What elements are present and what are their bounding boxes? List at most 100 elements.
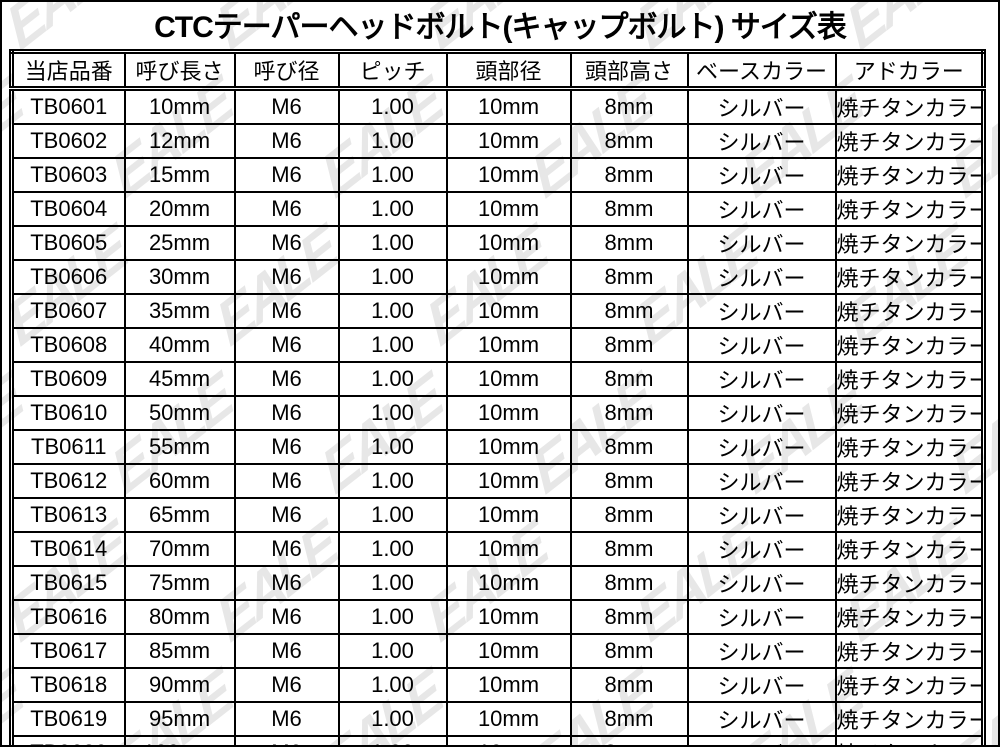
table-cell: TB0612	[10, 463, 126, 499]
header-row: 当店品番 呼び長さ 呼び径 ピッチ 頭部径 頭部高さ ベースカラー アドカラー	[10, 50, 985, 91]
table-cell: 40mm	[123, 327, 236, 363]
table-row: TB0602 12mm M6 1.00 10mm 8mm シルバー 焼チタンカラー	[10, 123, 985, 159]
table-cell: 8mm	[569, 633, 689, 669]
table-cell: TB0619	[10, 701, 126, 737]
table-cell: 10mm	[445, 395, 572, 431]
table-cell: 1.00	[337, 293, 448, 329]
table-cell: M6	[233, 701, 340, 737]
column-header-head-height: 頭部高さ	[569, 50, 689, 91]
table-cell: 10mm	[445, 565, 572, 601]
column-header-nominal-diameter: 呼び径	[233, 50, 340, 91]
table-cell: M6	[233, 667, 340, 703]
table-row: TB0617 85mm M6 1.00 10mm 8mm シルバー 焼チタンカラー	[10, 633, 985, 669]
table-cell: 8mm	[569, 531, 689, 567]
table-cell: シルバー	[686, 599, 837, 635]
table-cell: 1.00	[337, 531, 448, 567]
table-cell: M6	[233, 327, 340, 363]
table-cell: TB0609	[10, 361, 126, 397]
table-cell: 10mm	[445, 191, 572, 227]
table-cell: 8mm	[569, 565, 689, 601]
table-cell: 10mm	[445, 361, 572, 397]
table-cell: TB0617	[10, 633, 126, 669]
table-row: TB0607 35mm M6 1.00 10mm 8mm シルバー 焼チタンカラー	[10, 293, 985, 329]
table-row: TB0613 65mm M6 1.00 10mm 8mm シルバー 焼チタンカラー	[10, 497, 985, 533]
table-row: TB0610 50mm M6 1.00 10mm 8mm シルバー 焼チタンカラー	[10, 395, 985, 431]
table-cell: 85mm	[123, 633, 236, 669]
table-row: TB0605 25mm M6 1.00 10mm 8mm シルバー 焼チタンカラー	[10, 225, 985, 261]
table-cell: 10mm	[445, 87, 572, 125]
table-cell: 8mm	[569, 395, 689, 431]
table-row: TB0606 30mm M6 1.00 10mm 8mm シルバー 焼チタンカラー	[10, 259, 985, 295]
table-cell: 10mm	[445, 531, 572, 567]
table-cell: 8mm	[569, 667, 689, 703]
table-cell: TB0618	[10, 667, 126, 703]
table-cell: 15mm	[123, 157, 236, 193]
table-cell: シルバー	[686, 701, 837, 737]
table-cell: 10mm	[445, 327, 572, 363]
table-cell: 1.00	[337, 361, 448, 397]
table-cell: 焼チタンカラー	[834, 633, 985, 669]
table-cell: 10mm	[445, 463, 572, 499]
table-cell: M6	[233, 463, 340, 499]
table-cell: 8mm	[569, 735, 689, 745]
table-cell: M6	[233, 395, 340, 431]
table-cell: 12mm	[123, 123, 236, 159]
table-cell: 10mm	[445, 293, 572, 329]
table-cell: 1.00	[337, 123, 448, 159]
table-cell: 焼チタンカラー	[834, 429, 985, 465]
table-cell: 焼チタンカラー	[834, 531, 985, 567]
size-table: 当店品番 呼び長さ 呼び径 ピッチ 頭部径 頭部高さ ベースカラー アドカラー …	[9, 49, 986, 745]
table-cell: 1.00	[337, 701, 448, 737]
table-cell: 1.00	[337, 463, 448, 499]
table-cell: M6	[233, 565, 340, 601]
table-cell: TB0605	[10, 225, 126, 261]
table-row: TB0604 20mm M6 1.00 10mm 8mm シルバー 焼チタンカラー	[10, 191, 985, 227]
table-cell: TB0616	[10, 599, 126, 635]
table-cell: 1.00	[337, 599, 448, 635]
table-cell: シルバー	[686, 191, 837, 227]
table-cell: M6	[233, 225, 340, 261]
table-cell: TB0614	[10, 531, 126, 567]
table-cell: 60mm	[123, 463, 236, 499]
table-cell: M6	[233, 531, 340, 567]
table-cell: シルバー	[686, 395, 837, 431]
table-cell: 1.00	[337, 735, 448, 745]
table-cell: 8mm	[569, 463, 689, 499]
table-row: TB0612 60mm M6 1.00 10mm 8mm シルバー 焼チタンカラー	[10, 463, 985, 499]
table-cell: M6	[233, 429, 340, 465]
table-cell: シルバー	[686, 123, 837, 159]
column-header-add-color: アドカラー	[834, 50, 985, 91]
table-cell: シルバー	[686, 87, 837, 125]
table-cell: 10mm	[445, 735, 572, 745]
table-cell: M6	[233, 191, 340, 227]
table-row: TB0603 15mm M6 1.00 10mm 8mm シルバー 焼チタンカラー	[10, 157, 985, 193]
table-cell: 55mm	[123, 429, 236, 465]
table-cell: 100mm	[123, 735, 236, 745]
table-cell: 焼チタンカラー	[834, 395, 985, 431]
table-cell: 焼チタンカラー	[834, 123, 985, 159]
table-cell: M6	[233, 157, 340, 193]
table-cell: M6	[233, 633, 340, 669]
table-cell: 焼チタンカラー	[834, 293, 985, 329]
table-cell: シルバー	[686, 259, 837, 295]
table-cell: 50mm	[123, 395, 236, 431]
table-cell: TB0611	[10, 429, 126, 465]
table-cell: TB0603	[10, 157, 126, 193]
table-cell: TB0613	[10, 497, 126, 533]
table-cell: 8mm	[569, 497, 689, 533]
table-cell: 10mm	[445, 497, 572, 533]
table-cell: M6	[233, 361, 340, 397]
table-cell: 70mm	[123, 531, 236, 567]
table-cell: 1.00	[337, 429, 448, 465]
table-cell: M6	[233, 497, 340, 533]
table-cell: M6	[233, 599, 340, 635]
table-cell: TB0606	[10, 259, 126, 295]
table-cell: 1.00	[337, 667, 448, 703]
table-cell: シルバー	[686, 429, 837, 465]
table-cell: 焼チタンカラー	[834, 701, 985, 737]
table-cell: 焼チタンカラー	[834, 361, 985, 397]
table-cell: 10mm	[445, 259, 572, 295]
table-cell: 1.00	[337, 327, 448, 363]
